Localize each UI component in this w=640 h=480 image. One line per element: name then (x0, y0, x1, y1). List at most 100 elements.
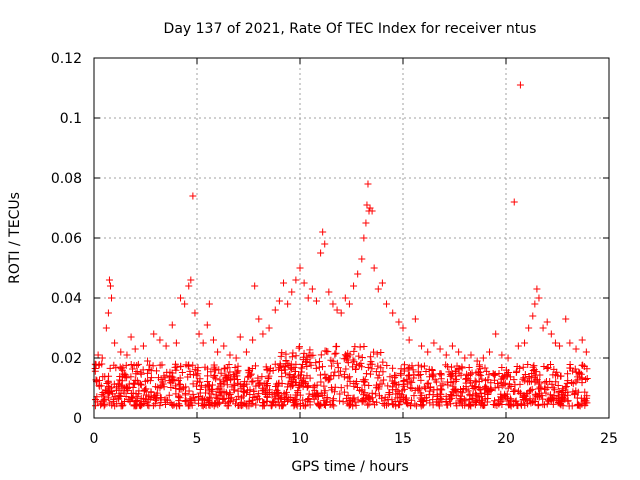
data-point (519, 363, 527, 371)
data-point (565, 402, 573, 410)
data-point (461, 354, 469, 362)
data-point (312, 297, 320, 305)
data-point (217, 381, 225, 389)
data-point (133, 362, 141, 370)
data-point (364, 180, 372, 188)
y-tick-label: 0.04 (51, 291, 82, 307)
data-point (302, 380, 310, 388)
data-point (343, 382, 351, 390)
data-point (136, 380, 144, 388)
data-point (191, 309, 199, 317)
data-point (487, 379, 495, 387)
data-point (226, 390, 234, 398)
data-point (172, 390, 180, 398)
data-point (252, 382, 260, 390)
data-point (264, 374, 272, 382)
data-point (495, 370, 503, 378)
data-point (535, 393, 543, 401)
y-tick-label: 0.1 (60, 111, 82, 127)
x-tick-label: 15 (394, 431, 412, 447)
data-point (263, 365, 271, 373)
data-point (357, 359, 365, 367)
data-point (196, 378, 204, 386)
data-point (280, 279, 288, 287)
data-point (272, 383, 280, 391)
data-point (150, 330, 158, 338)
data-point (172, 339, 180, 347)
data-point (437, 375, 445, 383)
data-point (155, 374, 163, 382)
data-point (137, 370, 145, 378)
data-point (250, 387, 258, 395)
data-point (487, 387, 495, 395)
data-point (564, 370, 572, 378)
data-point (539, 324, 547, 332)
data-point (426, 387, 434, 395)
data-point (271, 306, 279, 314)
data-point (198, 381, 206, 389)
data-point (166, 399, 174, 407)
data-point (358, 363, 366, 371)
data-point (176, 374, 184, 382)
data-point (189, 380, 197, 388)
data-point (373, 350, 381, 358)
data-point (322, 347, 330, 355)
data-point (376, 392, 384, 400)
data-point (249, 336, 257, 344)
data-point (374, 285, 382, 293)
data-point (331, 350, 339, 358)
data-point (346, 351, 354, 359)
data-point (372, 381, 380, 389)
data-point (354, 270, 362, 278)
data-point (370, 264, 378, 272)
data-point (542, 385, 550, 393)
data-point (582, 375, 590, 383)
data-point (448, 342, 456, 350)
data-point (281, 366, 289, 374)
data-point (573, 394, 581, 402)
data-point (571, 390, 579, 398)
data-point (195, 330, 203, 338)
data-point (495, 396, 503, 404)
data-point (333, 306, 341, 314)
data-point (215, 389, 223, 397)
data-point (516, 364, 524, 372)
data-point (430, 339, 438, 347)
chart-title: Day 137 of 2021, Rate Of TEC Index for r… (164, 21, 537, 37)
data-point (117, 348, 125, 356)
data-point (237, 399, 245, 407)
data-point (554, 396, 562, 404)
data-point (146, 361, 154, 369)
data-point (106, 282, 114, 290)
data-point (494, 380, 502, 388)
data-point (417, 376, 425, 384)
data-point (343, 356, 351, 364)
data-point (549, 371, 557, 379)
data-point (285, 395, 293, 403)
data-point (481, 364, 489, 372)
data-point (175, 385, 183, 393)
data-point (321, 401, 329, 409)
data-point (259, 387, 267, 395)
y-axis-label: ROTI / TECUs (7, 192, 23, 284)
data-point (149, 362, 157, 370)
data-point (336, 367, 344, 375)
data-point (575, 370, 583, 378)
data-point (548, 394, 556, 402)
data-point (543, 318, 551, 326)
data-point (329, 397, 337, 405)
data-point (186, 395, 194, 403)
data-point (221, 399, 229, 407)
data-point (312, 364, 320, 372)
data-point (566, 339, 574, 347)
data-point (368, 365, 376, 373)
data-point (426, 373, 434, 381)
data-point (388, 396, 396, 404)
data-point (326, 401, 334, 409)
data-point (176, 402, 184, 410)
data-point (420, 362, 428, 370)
data-point (349, 356, 357, 364)
data-point (324, 376, 332, 384)
data-point (386, 373, 394, 381)
data-point (476, 365, 484, 373)
